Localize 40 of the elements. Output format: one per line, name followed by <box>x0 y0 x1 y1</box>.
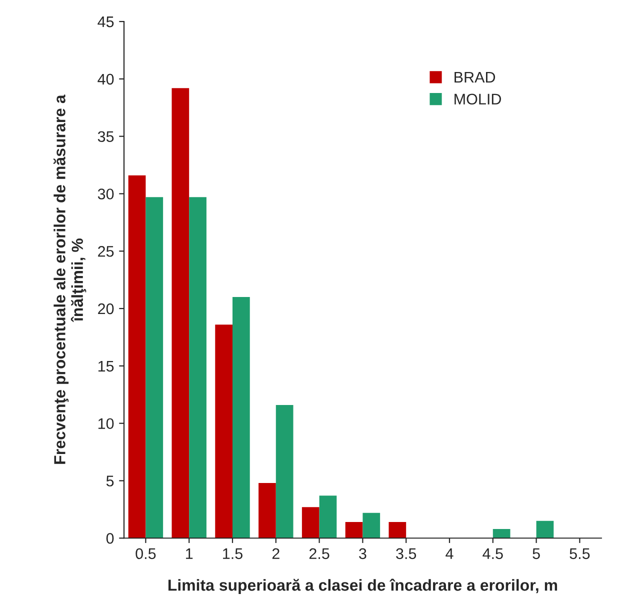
bar <box>232 297 250 538</box>
y-tick-label: 30 <box>98 188 114 200</box>
y-tick-label: 35 <box>98 131 114 142</box>
x-tick-label: 1.5 <box>223 548 242 560</box>
bar <box>345 522 363 538</box>
y-tick-label: 40 <box>98 74 114 85</box>
x-tick-label: 0.5 <box>136 548 156 560</box>
y-tick-label: 15 <box>98 360 114 372</box>
x-tick-label: 1 <box>186 548 193 559</box>
y-tick-label: 20 <box>98 303 114 314</box>
y-tick-label: 10 <box>98 418 114 430</box>
x-tick-label: 5 <box>532 548 540 560</box>
x-tick-label: 5.5 <box>570 548 590 560</box>
bar <box>128 175 146 538</box>
x-axis-title: Limita superioară a clasei de încadrare a erorilor, m <box>168 578 558 594</box>
bar <box>146 197 164 538</box>
legend-label: BRAD <box>454 72 496 83</box>
bar <box>319 496 337 538</box>
x-tick-label: 4 <box>446 548 454 559</box>
x-tick-label: 2 <box>272 548 280 559</box>
bar <box>189 197 206 538</box>
y-axis-title: Frecvenţe procentuale ale erorilor de măsurare a înălţimii, % <box>53 94 86 464</box>
y-tick-label: 0 <box>106 532 114 544</box>
bar <box>276 404 294 538</box>
x-tick-label: 3.5 <box>396 548 416 560</box>
bar <box>215 324 232 538</box>
x-tick-label: 3 <box>359 548 366 560</box>
bar <box>302 507 320 538</box>
x-tick-label: 2.5 <box>309 548 330 560</box>
bar <box>536 520 554 538</box>
y-tick-label: 5 <box>106 476 114 486</box>
y-tick-label: 25 <box>98 246 114 257</box>
bar <box>388 522 406 538</box>
y-tick-label: 45 <box>98 16 114 28</box>
x-tick-label: 4.5 <box>482 548 503 560</box>
bar <box>172 88 190 538</box>
legend-label: MOLID <box>454 94 501 105</box>
bar <box>258 483 276 538</box>
bar <box>362 512 380 538</box>
bar <box>492 528 510 538</box>
